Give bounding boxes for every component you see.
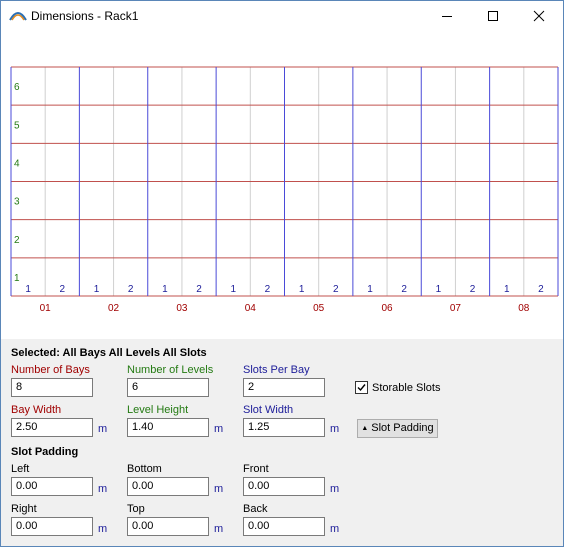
- top-field[interactable]: 0.00: [127, 517, 209, 536]
- selection-title: Selected: All Bays All Levels All Slots: [11, 347, 207, 359]
- back-label: Back: [243, 503, 268, 515]
- rack-grid[interactable]: 1 2 3 4 5 6 1 2 1 2 1 2 1 2 1 2 1 2 1 2 1 2 01 02 03 04 05 06 07 08: [1, 31, 563, 339]
- slot-padding-button-label: Slot Padding: [371, 422, 434, 434]
- left-field[interactable]: 0.00: [11, 477, 93, 496]
- bay-label-04: 04: [245, 303, 257, 314]
- bay-label-07: 07: [450, 303, 462, 314]
- slot-label: 2: [401, 284, 407, 295]
- bay-label-06: 06: [382, 303, 394, 314]
- slot-label: 2: [333, 284, 339, 295]
- front-field[interactable]: 0.00: [243, 477, 325, 496]
- bottom-unit: m: [214, 483, 224, 495]
- top-label: Top: [127, 503, 145, 515]
- slots-per-bay-field[interactable]: 2: [243, 378, 325, 397]
- rack-preview[interactable]: 1 2 3 4 5 6 1 2 1 2 1 2 1 2 1 2 1 2 1 2 1 2 01 02 03 04 05 06 07 08: [1, 31, 563, 339]
- bay-width-field[interactable]: 2.50: [11, 418, 93, 437]
- level-label-6: 6: [14, 82, 20, 93]
- bottom-label: Bottom: [127, 463, 162, 475]
- properties-panel: Selected: All Bays All Levels All Slots …: [1, 339, 563, 546]
- slot-label: 2: [196, 284, 202, 295]
- slot-label: 2: [128, 284, 134, 295]
- slot-label: 1: [25, 284, 31, 295]
- back-field[interactable]: 0.00: [243, 517, 325, 536]
- maximize-icon: [488, 11, 498, 21]
- bay-width-label: Bay Width: [11, 404, 62, 416]
- slot-label: 2: [538, 284, 544, 295]
- triangle-up-icon: ▲: [361, 425, 369, 432]
- close-icon: [533, 10, 545, 22]
- bay-label-01: 01: [40, 303, 52, 314]
- slot-padding-title: Slot Padding: [11, 446, 79, 458]
- title-bar[interactable]: Dimensions - Rack1: [1, 1, 563, 31]
- slot-label: 2: [265, 284, 271, 295]
- slot-label: 2: [470, 284, 476, 295]
- slot-label: 1: [504, 284, 510, 295]
- number-of-bays-label: Number of Bays: [11, 364, 90, 376]
- minimize-button[interactable]: [425, 1, 471, 31]
- level-height-label: Level Height: [127, 404, 189, 416]
- bay-label-03: 03: [176, 303, 188, 314]
- slots-per-bay-label: Slots Per Bay: [243, 364, 310, 376]
- level-height-field[interactable]: 1.40: [127, 418, 209, 437]
- slot-label: 1: [367, 284, 373, 295]
- slot-width-unit: m: [330, 423, 340, 435]
- slot-label: 1: [299, 284, 305, 295]
- slot-label: 1: [94, 284, 100, 295]
- bay-label-02: 02: [108, 303, 120, 314]
- slot-label: 1: [162, 284, 168, 295]
- level-label-5: 5: [14, 120, 20, 131]
- slot-label: 2: [60, 284, 66, 295]
- level-label-1: 1: [14, 273, 20, 284]
- slot-label: 1: [230, 284, 236, 295]
- storable-slots-label: Storable Slots: [372, 382, 441, 394]
- back-unit: m: [330, 523, 340, 535]
- level-label-4: 4: [14, 158, 20, 169]
- slot-width-label: Slot Width: [243, 404, 294, 416]
- bay-label-08: 08: [518, 303, 530, 314]
- front-unit: m: [330, 483, 340, 495]
- close-button[interactable]: [517, 1, 563, 31]
- left-unit: m: [98, 483, 108, 495]
- maximize-button[interactable]: [471, 1, 517, 31]
- level-label-3: 3: [14, 197, 20, 208]
- level-label-2: 2: [14, 235, 20, 246]
- slot-label: 1: [436, 284, 442, 295]
- level-height-unit: m: [214, 423, 224, 435]
- slot-width-field[interactable]: 1.25: [243, 418, 325, 437]
- window-title: Dimensions - Rack1: [31, 9, 139, 23]
- number-of-levels-field[interactable]: 6: [127, 378, 209, 397]
- left-label: Left: [11, 463, 30, 475]
- right-field[interactable]: 0.00: [11, 517, 93, 536]
- front-label: Front: [243, 463, 269, 475]
- number-of-bays-field[interactable]: 8: [11, 378, 93, 397]
- checkmark-icon: [357, 384, 366, 392]
- bay-width-unit: m: [98, 423, 108, 435]
- storable-slots-box[interactable]: [355, 381, 368, 394]
- bay-label-05: 05: [313, 303, 325, 314]
- top-unit: m: [214, 523, 224, 535]
- bottom-field[interactable]: 0.00: [127, 477, 209, 496]
- app-icon: [9, 12, 27, 21]
- slot-padding-button[interactable]: ▲ Slot Padding: [357, 419, 438, 438]
- minimize-icon: [442, 16, 452, 17]
- right-label: Right: [11, 503, 37, 515]
- right-unit: m: [98, 523, 108, 535]
- number-of-levels-label: Number of Levels: [127, 364, 214, 376]
